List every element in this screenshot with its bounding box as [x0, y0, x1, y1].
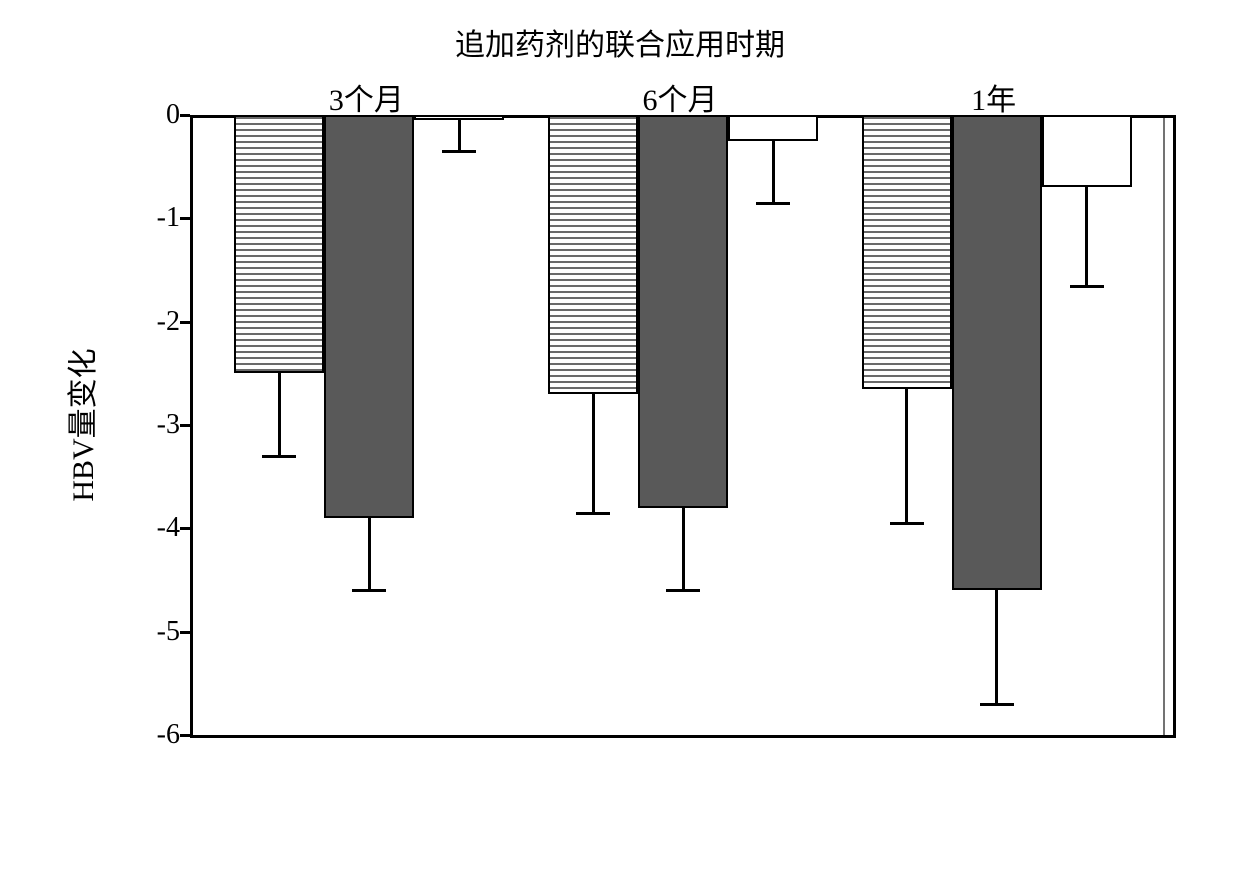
bar-white — [1042, 115, 1132, 187]
y-tick-mark — [180, 527, 190, 530]
error-cap — [756, 202, 790, 205]
y-axis-label: HBV量变化 — [58, 348, 102, 501]
y-tick-mark — [180, 734, 190, 737]
error-cap — [352, 589, 386, 592]
error-bar — [772, 141, 775, 203]
y-tick-label: -6 — [120, 719, 180, 751]
group-label: 1年 — [971, 75, 1016, 119]
y-tick-label: -5 — [120, 616, 180, 648]
y-tick-mark — [180, 321, 190, 324]
error-bar — [592, 394, 595, 513]
error-cap — [576, 512, 610, 515]
chart-container: 追加药剂的联合应用时期 HBV量变化 0 -1 -2 -3 -4 -5 -6 3个月 6个月 1… — [20, 20, 1220, 850]
error-bar — [682, 508, 685, 591]
bar-hatched — [234, 115, 324, 373]
error-cap — [1070, 285, 1104, 288]
bar-hatched — [548, 115, 638, 394]
chart-title: 追加药剂的联合应用时期 — [20, 20, 1220, 64]
y-tick-mark — [180, 424, 190, 427]
error-bar — [1085, 187, 1088, 285]
group-label: 3个月 — [329, 75, 404, 119]
error-cap — [890, 522, 924, 525]
error-cap — [262, 455, 296, 458]
y-tick-label: 0 — [120, 99, 180, 131]
y-tick-label: -2 — [120, 306, 180, 338]
bar-hatched — [862, 115, 952, 389]
inner-right-frame — [1163, 115, 1165, 735]
y-tick-mark — [180, 114, 190, 117]
bar-white — [728, 115, 818, 141]
group-label: 6个月 — [643, 75, 718, 119]
error-cap — [980, 703, 1014, 706]
error-bar — [995, 590, 998, 704]
error-bar — [905, 389, 908, 523]
error-bar — [368, 518, 371, 590]
bar-solid — [324, 115, 414, 518]
y-tick-label: -1 — [120, 202, 180, 234]
y-tick-mark — [180, 217, 190, 220]
y-tick-mark — [180, 631, 190, 634]
error-cap — [442, 150, 476, 153]
error-bar — [458, 120, 461, 151]
error-cap — [666, 589, 700, 592]
error-bar — [278, 373, 281, 456]
y-tick-label: -3 — [120, 409, 180, 441]
y-tick-label: -4 — [120, 512, 180, 544]
bar-solid — [638, 115, 728, 508]
bar-solid — [952, 115, 1042, 590]
plot-area — [190, 115, 1176, 738]
